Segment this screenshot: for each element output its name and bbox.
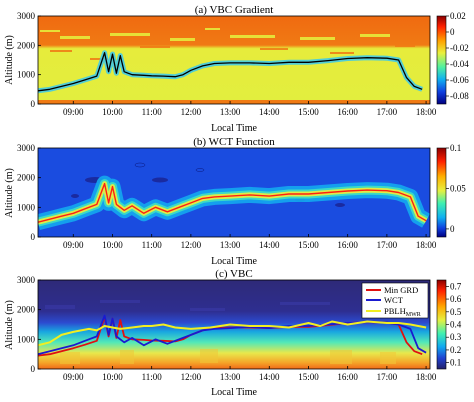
- panel-a: (a) VBC Gradient 09:00 10:00 11:00 12:00 13:…: [4, 4, 469, 134]
- colorbar-tick-label: 0: [450, 27, 455, 37]
- x-tick-label: 09:00: [63, 372, 84, 382]
- x-tick-label: 10:00: [102, 372, 123, 382]
- colorbar-tick-label: 0.3: [450, 332, 462, 342]
- panel-b-x-ticks: 09:00 10:00 11:00 12:00 13:00 14:00 15:00 16:00…: [63, 234, 437, 250]
- x-tick-label: 13:00: [220, 107, 241, 117]
- colorbar-tick-label: 0.6: [450, 294, 462, 304]
- x-tick-label: 14:00: [259, 240, 280, 250]
- panel-c: (c) VBC Min GRD WCT PBLHMWR: [4, 268, 462, 398]
- series-wct-max-line: [38, 182, 427, 223]
- x-tick-label: 18:00: [416, 107, 437, 117]
- x-tick-label: 12:00: [181, 372, 202, 382]
- colorbar-tick-label: -0.02: [450, 43, 469, 53]
- panel-b-title: (b) WCT Function: [193, 136, 275, 148]
- colorbar-tick-label: 0: [450, 224, 455, 234]
- panel-a-y-ticks: 0 1000 2000 3000: [17, 11, 41, 109]
- panel-c-colorbar: [436, 279, 447, 370]
- y-tick-label: 1000: [17, 334, 36, 344]
- panel-c-x-label: Local Time: [211, 387, 257, 398]
- panel-b-colorbar: [436, 147, 447, 238]
- panel-b-y-ticks: 0 1000 2000 3000: [17, 143, 41, 242]
- y-tick-label: 1000: [17, 202, 36, 212]
- x-tick-label: 09:00: [63, 240, 84, 250]
- legend-label-wct: WCT: [384, 295, 404, 305]
- colorbar-tick-label: 0.05: [450, 183, 466, 193]
- x-tick-label: 16:00: [337, 107, 358, 117]
- y-tick-label: 0: [31, 232, 36, 242]
- panel-c-y-ticks: 0 1000 2000 3000: [17, 275, 41, 374]
- colorbar-tick-label: 0.4: [450, 320, 462, 330]
- x-tick-label: 16:00: [337, 372, 358, 382]
- panel-c-y-label: Altitude (m): [4, 300, 15, 350]
- y-tick-label: 2000: [17, 173, 36, 183]
- panel-b-colorbar-ticks: 0.1 0.05 0: [446, 143, 466, 234]
- x-tick-label: 11:00: [142, 240, 163, 250]
- x-tick-label: 10:00: [102, 107, 123, 117]
- y-tick-label: 0: [31, 99, 36, 109]
- x-tick-label: 18:00: [416, 372, 437, 382]
- panel-a-colorbar-ticks: 0.02 0 -0.02 -0.04 -0.06 -0.08: [446, 11, 469, 101]
- legend-label-min-grd: Min GRD: [384, 285, 418, 295]
- x-tick-label: 13:00: [220, 240, 241, 250]
- panel-c-x-ticks: 09:00 10:00 11:00 12:00 13:00 14:00 15:00 16:00…: [63, 366, 437, 382]
- colorbar-tick-label: 0.1: [450, 358, 461, 368]
- y-tick-label: 3000: [17, 143, 36, 153]
- x-tick-label: 17:00: [377, 107, 398, 117]
- panel-b-y-label: Altitude (m): [4, 168, 15, 218]
- panel-a-title: (a) VBC Gradient: [195, 4, 274, 16]
- x-tick-label: 13:00: [220, 372, 241, 382]
- x-tick-label: 14:00: [259, 372, 280, 382]
- x-tick-label: 15:00: [298, 240, 319, 250]
- panel-a-y-label: Altitude (m): [4, 35, 15, 85]
- series-min-gradient-line: [38, 52, 423, 92]
- colorbar-tick-label: 0.7: [450, 281, 462, 291]
- y-tick-label: 2000: [17, 305, 36, 315]
- x-tick-label: 17:00: [377, 372, 398, 382]
- x-tick-label: 10:00: [102, 240, 123, 250]
- x-tick-label: 15:00: [298, 107, 319, 117]
- y-tick-label: 0: [31, 364, 36, 374]
- panel-b-x-label: Local Time: [211, 256, 257, 267]
- x-tick-label: 18:00: [416, 240, 437, 250]
- panel-b: (b) WCT Function 09:00 10:00 11:00 12:00 13:…: [4, 136, 466, 267]
- colorbar-tick-label: -0.08: [450, 91, 469, 101]
- colorbar-tick-label: -0.04: [450, 59, 469, 69]
- x-tick-label: 12:00: [181, 240, 202, 250]
- legend-label-pblh: PBLHMWR: [384, 306, 421, 318]
- colorbar-tick-label: -0.06: [450, 75, 469, 85]
- colorbar-tick-label: 0.02: [450, 11, 466, 21]
- series-pblh-mwr-line: [38, 320, 427, 347]
- colorbar-tick-label: 0.1: [450, 143, 461, 153]
- x-tick-label: 15:00: [298, 372, 319, 382]
- x-tick-label: 16:00: [337, 240, 358, 250]
- panel-a-heatmap: [38, 16, 430, 104]
- x-tick-label: 17:00: [377, 240, 398, 250]
- panel-a-x-ticks: 09:00 10:00 11:00 12:00 13:00 14:00 15:00 16:00…: [63, 101, 437, 117]
- x-tick-label: 11:00: [142, 372, 163, 382]
- panel-c-colorbar-ticks: 0.7 0.6 0.5 0.4 0.3 0.2 0.1: [446, 281, 462, 368]
- colorbar-tick-label: 0.2: [450, 345, 461, 355]
- panel-c-heatmap: [38, 280, 430, 369]
- colorbar-tick-label: 0.5: [450, 307, 462, 317]
- y-tick-label: 1000: [17, 70, 36, 80]
- panel-a-colorbar: [436, 15, 447, 105]
- x-tick-label: 14:00: [259, 107, 280, 117]
- x-tick-label: 12:00: [181, 107, 202, 117]
- x-tick-label: 09:00: [63, 107, 84, 117]
- panel-c-title: (c) VBC: [215, 268, 252, 280]
- y-tick-label: 2000: [17, 40, 36, 50]
- y-tick-label: 3000: [17, 275, 36, 285]
- panel-b-heatmap: [38, 148, 430, 237]
- y-tick-label: 3000: [17, 11, 36, 21]
- panel-a-x-label: Local Time: [211, 123, 257, 134]
- panel-c-legend: Min GRD WCT PBLHMWR: [361, 282, 429, 319]
- x-tick-label: 11:00: [142, 107, 163, 117]
